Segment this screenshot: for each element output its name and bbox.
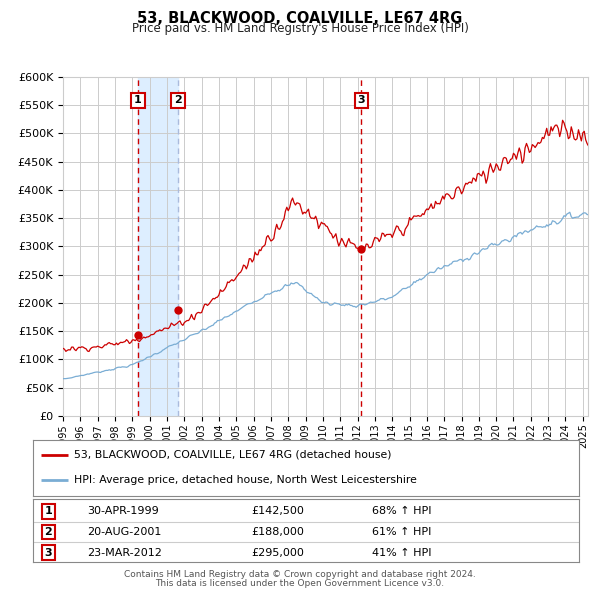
Text: £188,000: £188,000 [251, 527, 304, 537]
Text: 53, BLACKWOOD, COALVILLE, LE67 4RG (detached house): 53, BLACKWOOD, COALVILLE, LE67 4RG (deta… [74, 450, 391, 460]
Text: 2: 2 [44, 527, 52, 537]
Text: 23-MAR-2012: 23-MAR-2012 [88, 548, 163, 558]
Text: 3: 3 [358, 96, 365, 106]
Bar [138, 77, 178, 416]
Text: 53, BLACKWOOD, COALVILLE, LE67 4RG: 53, BLACKWOOD, COALVILLE, LE67 4RG [137, 11, 463, 25]
Text: Price paid vs. HM Land Registry's House Price Index (HPI): Price paid vs. HM Land Registry's House … [131, 22, 469, 35]
Text: 41% ↑ HPI: 41% ↑ HPI [371, 548, 431, 558]
Text: £295,000: £295,000 [251, 548, 304, 558]
Text: 1: 1 [44, 506, 52, 516]
Text: 3: 3 [44, 548, 52, 558]
Text: £142,500: £142,500 [251, 506, 304, 516]
Text: 1: 1 [134, 96, 142, 106]
Text: 20-AUG-2001: 20-AUG-2001 [88, 527, 162, 537]
Text: Contains HM Land Registry data © Crown copyright and database right 2024.: Contains HM Land Registry data © Crown c… [124, 570, 476, 579]
Text: HPI: Average price, detached house, North West Leicestershire: HPI: Average price, detached house, Nort… [74, 476, 417, 486]
Text: 2: 2 [174, 96, 182, 106]
Text: 68% ↑ HPI: 68% ↑ HPI [371, 506, 431, 516]
Text: 61% ↑ HPI: 61% ↑ HPI [371, 527, 431, 537]
Text: 30-APR-1999: 30-APR-1999 [88, 506, 160, 516]
Text: This data is licensed under the Open Government Licence v3.0.: This data is licensed under the Open Gov… [155, 579, 445, 588]
